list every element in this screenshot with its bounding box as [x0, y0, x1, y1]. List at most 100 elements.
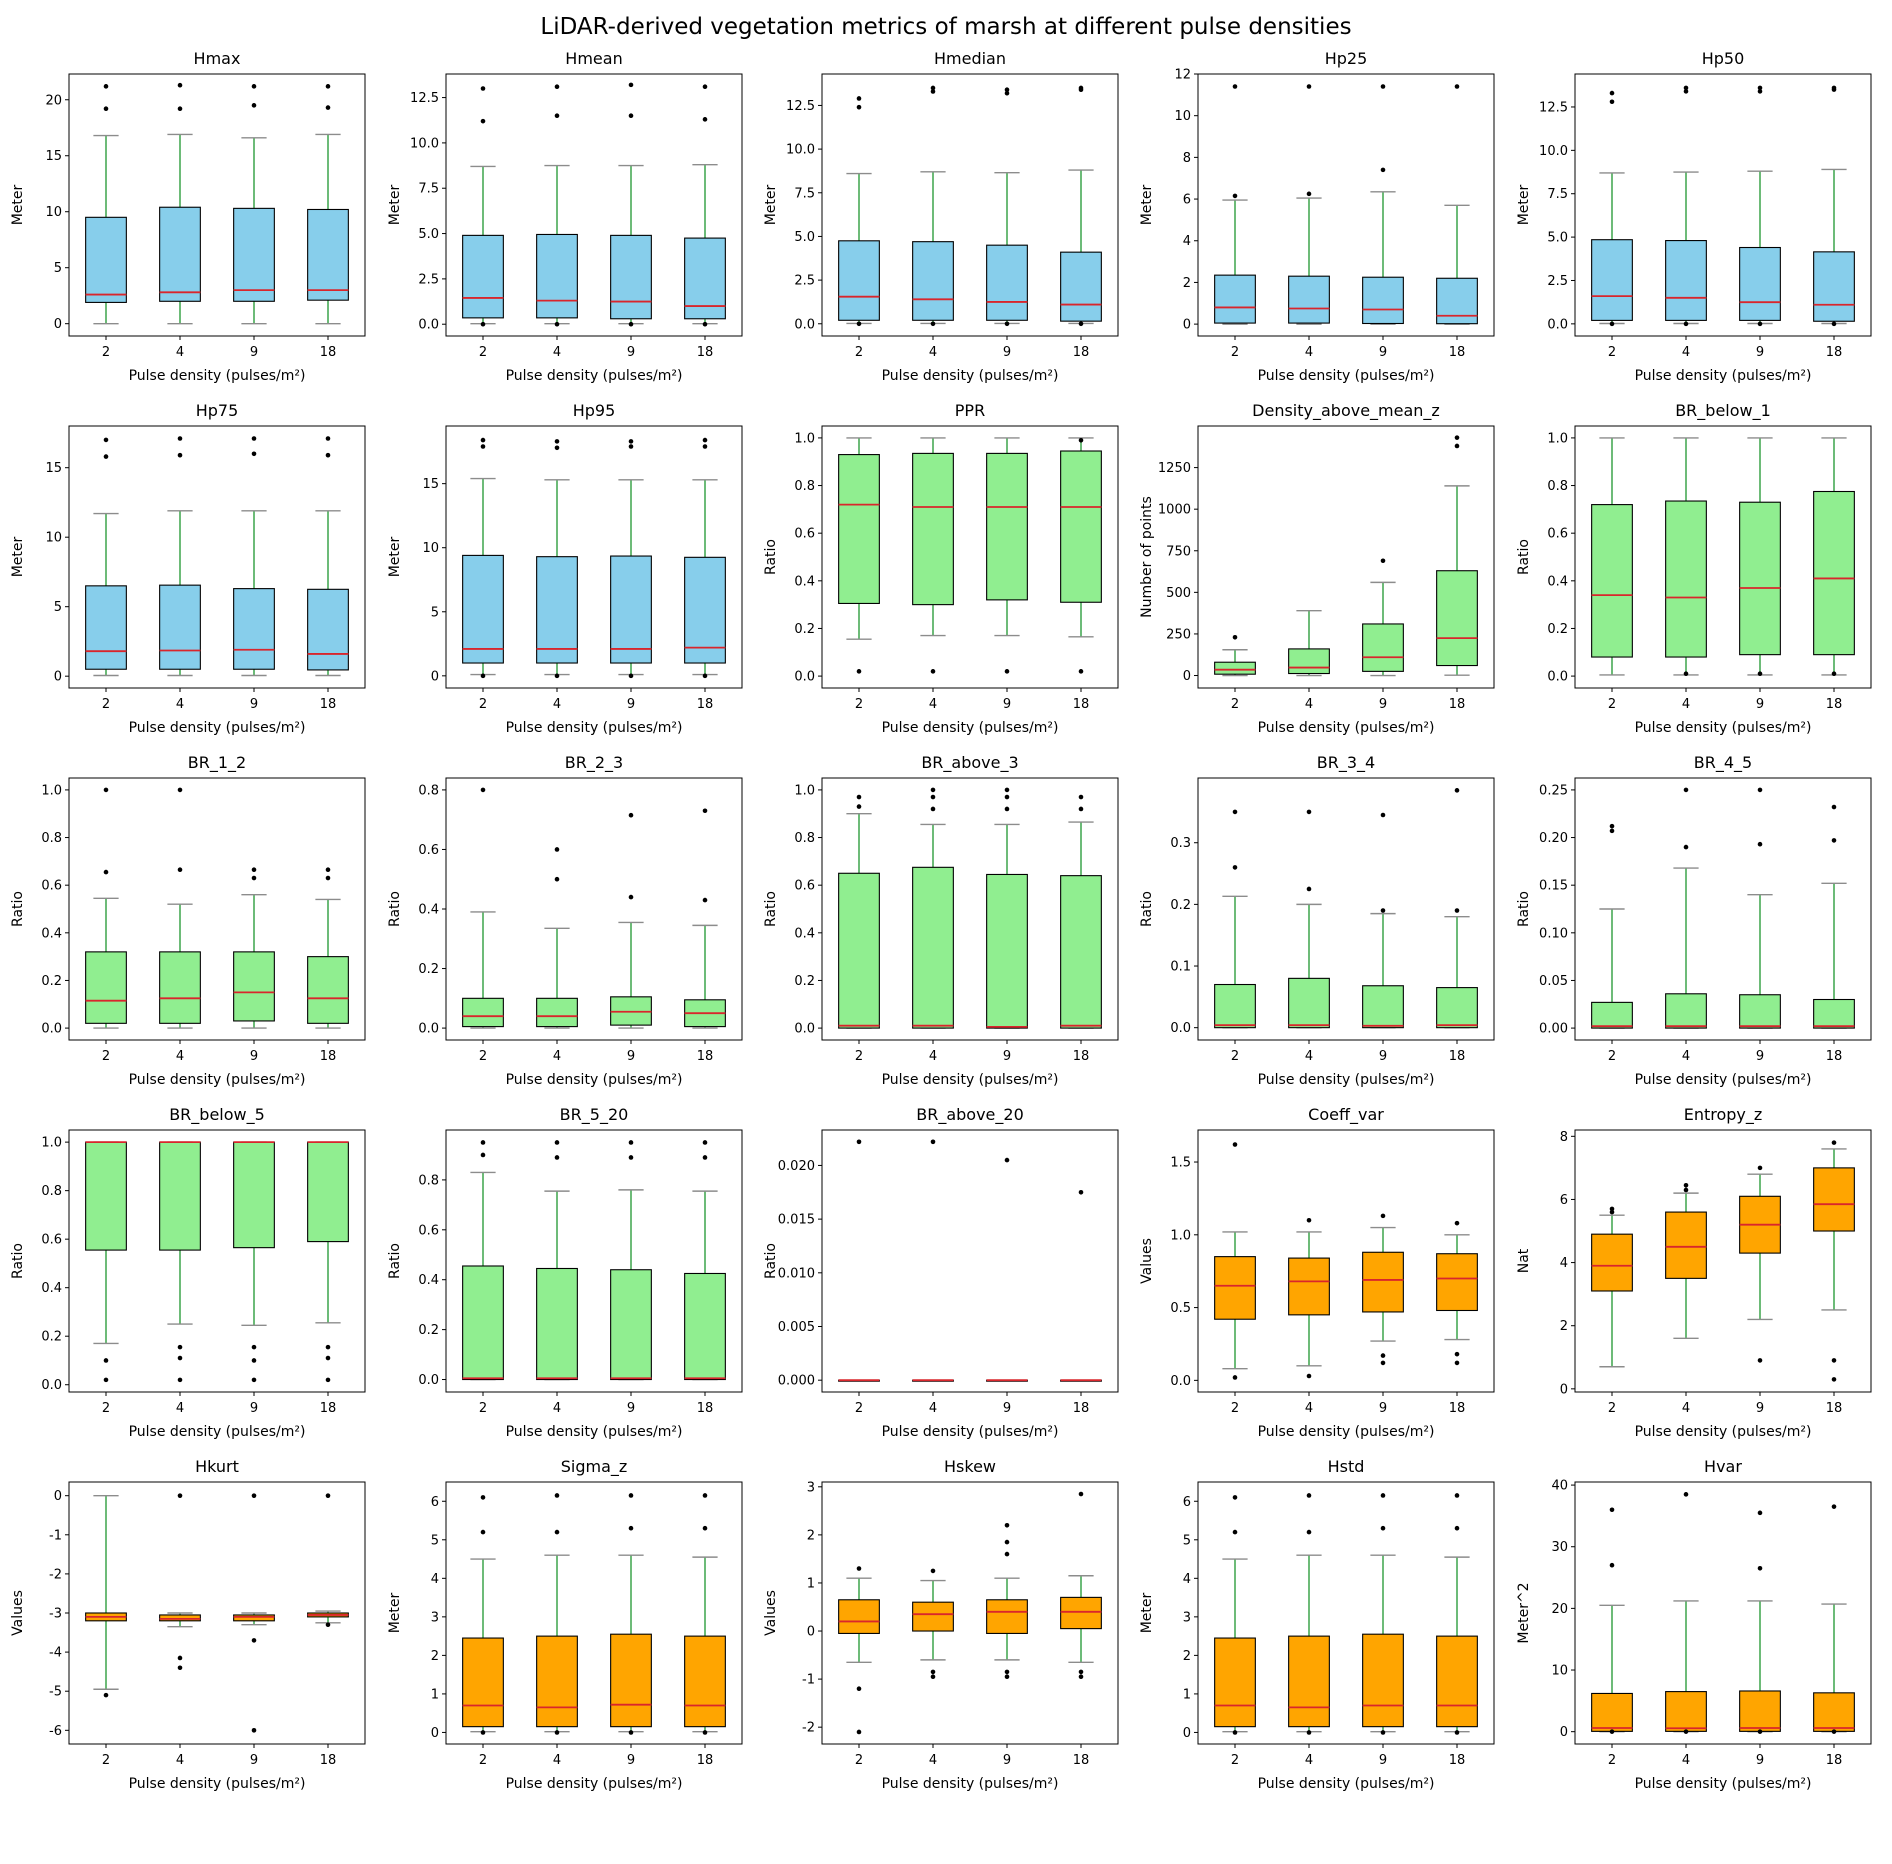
y-tick-label: 8 — [1560, 1130, 1568, 1145]
x-tick-label: 18 — [320, 1753, 337, 1768]
outlier-point — [1609, 823, 1615, 829]
x-axis-label: Pulse density (pulses/m²) — [505, 1072, 682, 1088]
x-tick-label: 2 — [478, 697, 486, 712]
box — [1664, 500, 1707, 658]
box — [535, 556, 578, 664]
x-tick-label: 4 — [176, 1753, 184, 1768]
y-tick-label: 0.25 — [1539, 783, 1568, 798]
x-tick-label: 4 — [1305, 697, 1313, 712]
y-tick-label: 4 — [430, 1572, 438, 1587]
y-tick-label: 0.6 — [794, 879, 815, 894]
outlier-point — [930, 1669, 936, 1675]
boxplot-BR_below_1: BR_below_1 0.0 0.2 0.4 0.6 0.8 1.0 2 4 9 18 Pulse d… — [1516, 401, 1872, 736]
outlier-point — [628, 1525, 633, 1531]
outlier-point — [930, 1139, 936, 1145]
outlier-point — [1757, 671, 1763, 677]
box — [233, 588, 276, 670]
outlier-point — [1757, 1165, 1763, 1171]
subplot-title: PPR — [955, 401, 985, 420]
outlier-point — [1233, 809, 1238, 815]
x-tick-label: 2 — [102, 1401, 110, 1416]
box — [535, 997, 578, 1028]
y-tick-label: 0.0 — [794, 317, 815, 332]
box — [1664, 240, 1707, 321]
y-tick-label: 0 — [430, 1726, 438, 1741]
outlier-point — [177, 1665, 183, 1671]
outlier-point — [251, 867, 257, 872]
x-tick-label: 9 — [626, 697, 634, 712]
y-tick-label: 15 — [422, 477, 439, 492]
y-tick-label: 3 — [430, 1610, 438, 1625]
y-tick-label: 2.5 — [794, 274, 815, 289]
box — [986, 244, 1028, 321]
outlier-point — [702, 1140, 707, 1145]
x-axis-label: Pulse density (pulses/m²) — [129, 1072, 306, 1088]
y-axis-label: Ratio — [763, 891, 779, 927]
x-tick-label: 18 — [1449, 1049, 1466, 1064]
outlier-point — [480, 1529, 485, 1535]
y-tick-label: 0.0 — [1171, 1021, 1192, 1036]
outlier-point — [251, 1377, 257, 1383]
x-tick-label: 2 — [1231, 697, 1239, 712]
outlier-point — [103, 454, 109, 459]
outlier-point — [1831, 85, 1837, 91]
y-axis-label: Nat — [1516, 1248, 1532, 1273]
y-tick-label: 6 — [430, 1495, 438, 1510]
outlier-point — [554, 1155, 559, 1160]
y-tick-label: 1.0 — [42, 1136, 63, 1151]
x-tick-label: 9 — [1003, 1753, 1011, 1768]
y-tick-label: 0.015 — [778, 1213, 815, 1228]
boxplot-BR_4_5: BR_4_5 0.00 0.05 0.10 0.15 0.20 0.25 2 4 9 18 Pulse… — [1516, 753, 1872, 1088]
x-tick-label: 2 — [855, 1049, 863, 1064]
subplot-title: BR_4_5 — [1694, 753, 1752, 773]
x-tick-label: 4 — [1305, 1049, 1313, 1064]
outlier-point — [1609, 90, 1615, 96]
outlier-point — [554, 445, 559, 451]
outlier-point — [1078, 794, 1084, 800]
outlier-point — [1683, 1182, 1689, 1188]
outlier-point — [103, 1358, 109, 1363]
y-tick-label: 0.6 — [418, 1223, 439, 1238]
box — [1738, 994, 1781, 1029]
box — [85, 1141, 128, 1251]
outlier-point — [177, 1355, 183, 1361]
outlier-point — [930, 1674, 936, 1679]
outlier-point — [480, 118, 485, 124]
box — [609, 1269, 652, 1381]
x-tick-label: 18 — [1826, 1049, 1843, 1064]
outlier-point — [1757, 1358, 1763, 1363]
box — [1590, 1001, 1633, 1029]
subplot-title: Hmax — [194, 49, 241, 68]
y-tick-label: 5 — [54, 261, 62, 276]
outlier-point — [1233, 193, 1238, 199]
box — [1436, 987, 1479, 1029]
x-tick-label: 18 — [696, 1049, 713, 1064]
y-tick-label: 5 — [1183, 1533, 1191, 1548]
subplot-title: Hp25 — [1325, 49, 1368, 68]
y-tick-label: 0.2 — [794, 974, 815, 989]
y-tick-label: -1 — [802, 1673, 815, 1688]
outlier-point — [930, 85, 936, 91]
box — [912, 241, 954, 321]
outlier-point — [1683, 671, 1689, 677]
x-tick-label: 4 — [1682, 1049, 1690, 1064]
x-tick-label: 2 — [1608, 1753, 1616, 1768]
outlier-point — [554, 439, 559, 444]
y-axis-label: Meter — [1139, 1592, 1155, 1633]
y-axis-label: Ratio — [387, 891, 403, 927]
box — [838, 240, 880, 321]
x-axis-label: Pulse density (pulses/m²) — [129, 368, 306, 384]
y-tick-label: 1250 — [1158, 461, 1191, 476]
x-axis-label: Pulse density (pulses/m²) — [882, 720, 1059, 736]
y-tick-label: 0.010 — [778, 1266, 815, 1281]
x-tick-label: 18 — [1073, 1049, 1090, 1064]
subplot-Hmax: Hmax 0 5 10 15 20 2 4 9 18 Pulse density (pulses/m… — [6, 46, 380, 394]
outlier-point — [103, 84, 109, 89]
y-tick-label: 5 — [430, 605, 438, 620]
outlier-point — [1609, 321, 1615, 327]
outlier-point — [177, 436, 183, 441]
y-tick-label: 0.2 — [1547, 622, 1568, 637]
x-axis-label: Pulse density (pulses/m²) — [882, 368, 1059, 384]
box — [1664, 993, 1707, 1029]
outlier-point — [1609, 1206, 1615, 1212]
